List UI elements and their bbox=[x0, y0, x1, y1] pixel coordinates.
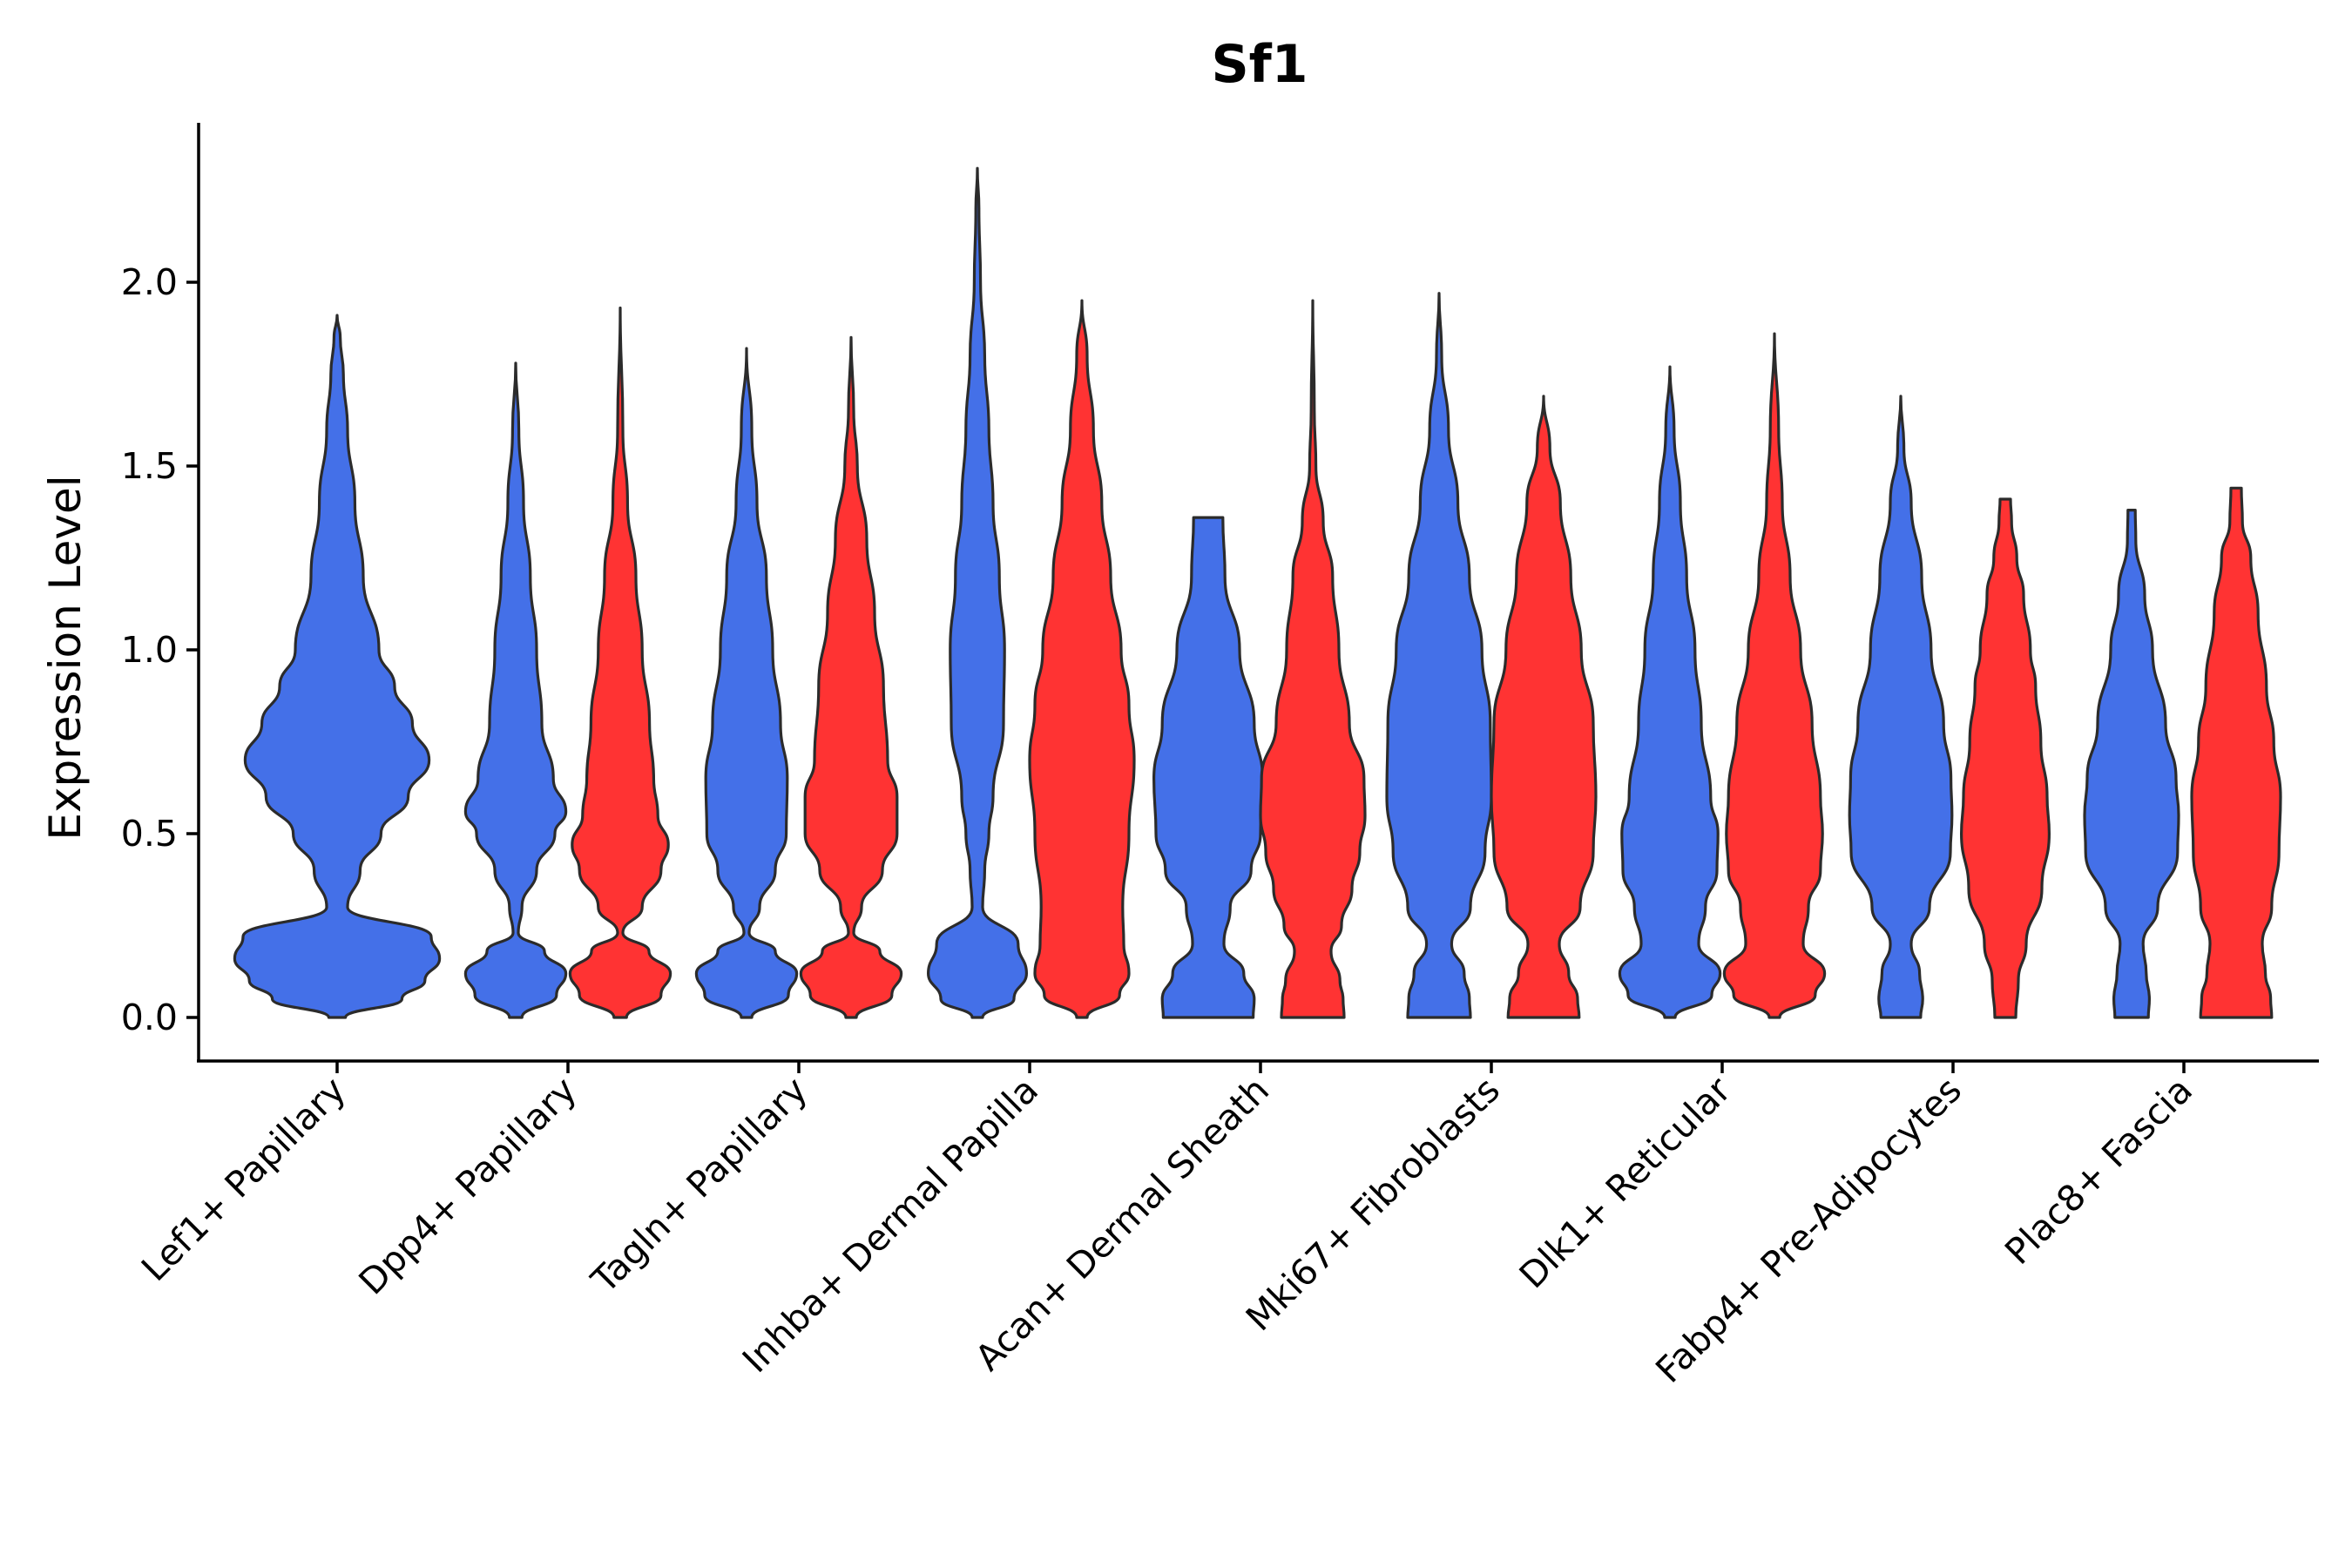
violin-7-group-2 bbox=[1722, 332, 1827, 1019]
x-tick-label: Plac8+ Fascia bbox=[1997, 1069, 2200, 1273]
x-tick-label: Mki67+ Fibroblasts bbox=[1238, 1069, 1508, 1339]
y-tick-label: 1.5 bbox=[121, 445, 178, 487]
x-tick-label: Lef1+ Papillary bbox=[133, 1069, 354, 1289]
violin-8-group-1 bbox=[1848, 395, 1954, 1019]
x-tick-label: Dpp4+ Papillary bbox=[351, 1069, 585, 1302]
violin-5-group-1 bbox=[1152, 516, 1264, 1019]
violin-9-group-2 bbox=[2190, 486, 2282, 1019]
violin-3-group-1 bbox=[694, 347, 799, 1019]
y-axis-label: Expression Level bbox=[40, 475, 91, 840]
violin-5-group-2 bbox=[1259, 299, 1367, 1019]
violin-6-group-2 bbox=[1490, 395, 1598, 1019]
violin-8-group-2 bbox=[1960, 497, 2051, 1019]
y-axis-ticks: 0.0 0.5 1.0 1.5 2.0 bbox=[121, 261, 199, 1038]
violin-4-group-2 bbox=[1028, 299, 1136, 1019]
violin-2-group-1 bbox=[463, 362, 568, 1019]
y-tick-label: 2.0 bbox=[121, 261, 178, 303]
violin-2-group-2 bbox=[568, 306, 672, 1019]
x-tick-label: Dlk1+ Reticular bbox=[1511, 1069, 1739, 1296]
violin-4-group-1 bbox=[927, 166, 1028, 1019]
violin-3-group-2 bbox=[799, 335, 903, 1019]
y-tick-label: 0.5 bbox=[121, 813, 178, 855]
violin-1-group-1 bbox=[233, 314, 442, 1019]
chart-title: Sf1 bbox=[1211, 34, 1308, 95]
y-tick-label: 0.0 bbox=[121, 997, 178, 1038]
violin-7-group-1 bbox=[1618, 365, 1722, 1019]
x-tick-label: Tagln+ Papillary bbox=[583, 1069, 815, 1301]
violins-layer bbox=[233, 166, 2282, 1019]
violin-6-group-1 bbox=[1385, 292, 1493, 1019]
y-tick-label: 1.0 bbox=[121, 629, 178, 671]
violin-9-group-1 bbox=[2083, 509, 2180, 1019]
